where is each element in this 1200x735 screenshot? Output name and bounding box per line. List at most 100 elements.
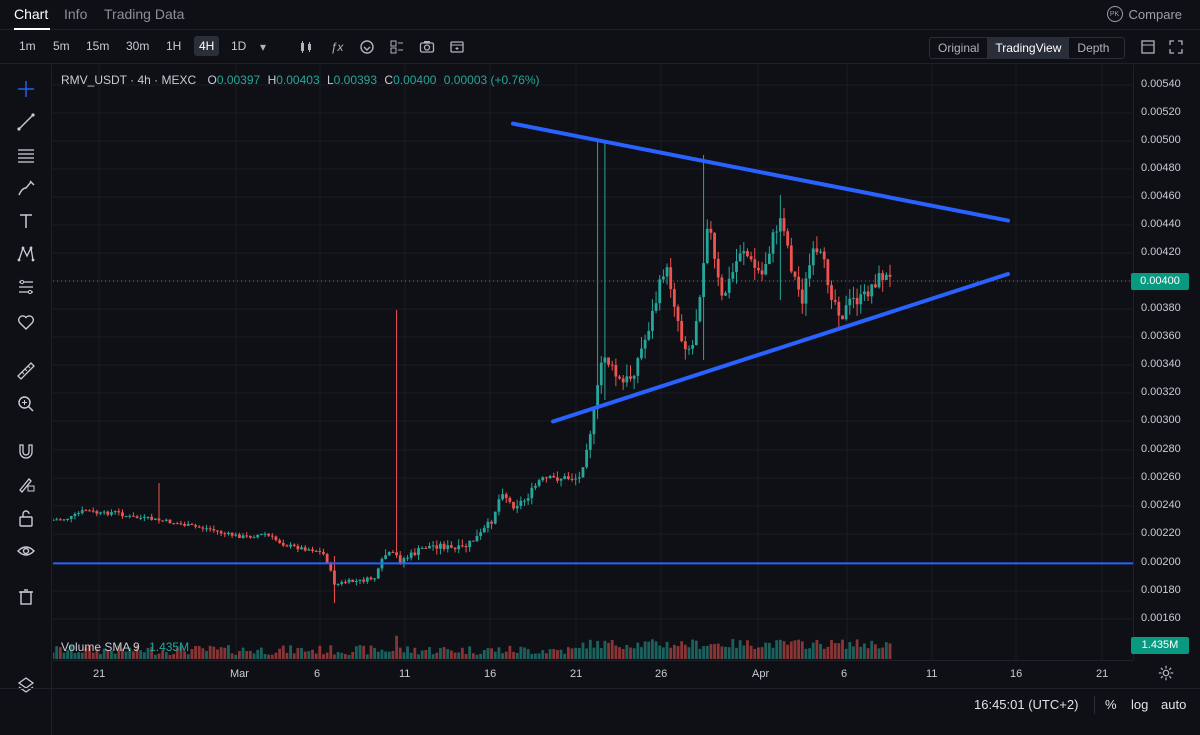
candle-body: [365, 577, 369, 582]
tab-info[interactable]: Info: [64, 6, 88, 22]
layout-icon[interactable]: [1140, 39, 1156, 55]
view-depth[interactable]: Depth: [1077, 41, 1110, 55]
prediction-tool-icon[interactable]: [16, 277, 36, 297]
top-tab-bar: Chart Info Trading Data PK Compare: [0, 0, 1200, 30]
volume-bar: [362, 645, 366, 659]
trendline-tool-icon[interactable]: [16, 112, 36, 132]
templates-icon[interactable]: [389, 39, 405, 55]
heart-icon[interactable]: [16, 312, 36, 332]
volume-bar: [227, 645, 230, 659]
candle-body: [252, 537, 256, 539]
timeframe-1d[interactable]: 1D: [231, 39, 247, 53]
volume-bar: [139, 650, 143, 659]
fullscreen-icon[interactable]: [449, 39, 465, 55]
volume-bar: [230, 653, 234, 659]
screenshot-icon[interactable]: [419, 39, 435, 55]
volume-bar: [501, 653, 504, 659]
crosshair-icon[interactable]: [16, 79, 36, 99]
tab-trading-data[interactable]: Trading Data: [104, 6, 185, 22]
candle-type-icon[interactable]: [298, 39, 314, 55]
volume-bar: [672, 644, 676, 659]
candle-body: [541, 477, 545, 481]
log-scale-button[interactable]: log: [1131, 697, 1149, 712]
time-axis[interactable]: [53, 660, 1133, 688]
volume-bar: [709, 644, 713, 659]
alerts-icon[interactable]: [359, 39, 375, 55]
candle-body: [344, 581, 347, 583]
candle-body: [618, 376, 621, 379]
timeframe-15m[interactable]: 15m: [86, 39, 110, 53]
timeframe-1m[interactable]: 1m: [19, 39, 36, 53]
candle-body: [515, 505, 519, 509]
lock-drawing-icon[interactable]: [16, 474, 36, 494]
candle-body: [720, 277, 724, 296]
magnet-icon[interactable]: [16, 441, 36, 461]
candle-body: [767, 253, 771, 264]
timeframe-4h[interactable]: 4H: [194, 36, 220, 56]
candle-body: [621, 378, 625, 383]
indicators-icon[interactable]: ƒx: [330, 40, 344, 54]
candle-body: [238, 534, 241, 538]
candle-body: [442, 543, 446, 549]
ruler-icon[interactable]: [16, 361, 36, 381]
percent-scale-button[interactable]: %: [1105, 697, 1117, 712]
tab-chart[interactable]: Chart: [14, 6, 49, 22]
price-axis[interactable]: [1133, 65, 1200, 660]
price-tick-label: 0.00460: [1141, 190, 1181, 202]
volume-bar: [757, 647, 760, 659]
candle-body: [705, 228, 709, 264]
candle-body: [683, 341, 687, 350]
volume-bar: [753, 648, 757, 659]
fib-tool-icon[interactable]: [16, 145, 36, 165]
text-tool-icon[interactable]: [16, 211, 36, 231]
price-tick-label: 0.00280: [1141, 443, 1181, 455]
candle-body: [285, 545, 289, 547]
volume-bar: [351, 651, 355, 659]
timeframe-5m[interactable]: 5m: [53, 39, 70, 53]
candle-body: [219, 531, 223, 534]
volume-bar: [621, 648, 625, 659]
timeframe-30m[interactable]: 30m: [126, 39, 150, 53]
volume-bar: [197, 646, 201, 659]
time-tick-label: Apr: [752, 668, 770, 680]
volume-bar: [651, 639, 654, 659]
volume-bar: [190, 648, 194, 659]
expand-icon[interactable]: [1168, 39, 1184, 55]
view-tradingview[interactable]: TradingView: [987, 38, 1070, 58]
compare-button[interactable]: PK Compare: [1106, 6, 1182, 22]
volume-bar: [88, 645, 91, 659]
volume-bar: [146, 648, 150, 659]
volume-bar: [124, 651, 128, 659]
trash-icon[interactable]: [16, 587, 36, 607]
volume-bar: [592, 647, 596, 659]
candle-body: [629, 376, 632, 379]
candle-body: [303, 547, 307, 551]
volume-bar: [164, 652, 168, 659]
price-tick-label: 0.00240: [1141, 499, 1181, 511]
volume-bar: [530, 653, 534, 659]
candle-body: [530, 487, 534, 499]
candle-body: [73, 513, 77, 517]
zoom-icon[interactable]: [16, 394, 36, 414]
volume-bar: [468, 646, 472, 659]
timeframe-1h[interactable]: 1H: [166, 39, 182, 53]
candle-body: [713, 232, 716, 259]
price-tick-label: 0.00480: [1141, 162, 1181, 174]
candle-body: [91, 510, 95, 512]
volume-bar: [844, 648, 848, 659]
auto-scale-button[interactable]: auto: [1161, 697, 1187, 712]
brush-tool-icon[interactable]: [16, 178, 36, 198]
volume-bar: [665, 641, 669, 659]
settings-gear-icon[interactable]: [1157, 664, 1175, 682]
candle-body: [168, 519, 172, 524]
candle-body: [179, 523, 183, 525]
compare-badge-icon: PK: [1106, 6, 1123, 22]
eye-icon[interactable]: [16, 541, 36, 561]
view-original[interactable]: Original: [938, 41, 980, 55]
lock-icon[interactable]: [16, 508, 36, 528]
price-chart[interactable]: [53, 65, 1133, 660]
timeframe-dropdown-icon[interactable]: ▾: [259, 40, 267, 54]
pattern-tool-icon[interactable]: [16, 244, 36, 264]
candle-body: [610, 364, 614, 366]
volume-bar: [555, 649, 559, 659]
